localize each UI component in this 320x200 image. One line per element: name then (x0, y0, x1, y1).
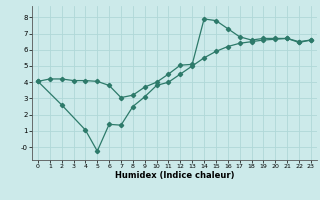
X-axis label: Humidex (Indice chaleur): Humidex (Indice chaleur) (115, 171, 234, 180)
